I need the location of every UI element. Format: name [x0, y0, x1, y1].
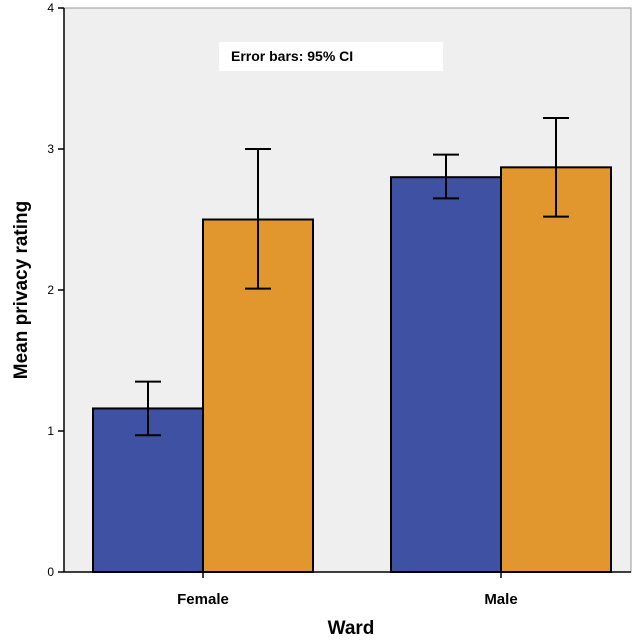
y-tick-label: 1 — [47, 424, 54, 438]
x-axis: Female Male — [64, 571, 631, 608]
bar-male-2 — [500, 166, 612, 574]
y-axis: 0 1 2 3 4 — [47, 1, 65, 579]
y-axis-title: Mean privacy rating — [11, 201, 32, 379]
y-tick-label: 0 — [47, 565, 54, 579]
x-axis-title: Ward — [328, 618, 375, 639]
annotation-text: Error bars: 95% CI — [231, 48, 353, 64]
x-tick-label-female: Female — [177, 591, 229, 608]
y-tick-label: 2 — [47, 283, 54, 297]
errorbars-layer — [135, 116, 569, 437]
annotation-box — [219, 42, 443, 71]
x-tick-label-male: Male — [484, 591, 517, 608]
y-tick-label: 4 — [47, 1, 54, 15]
y-tick-label: 3 — [47, 142, 54, 156]
bar-male-1 — [390, 176, 502, 573]
